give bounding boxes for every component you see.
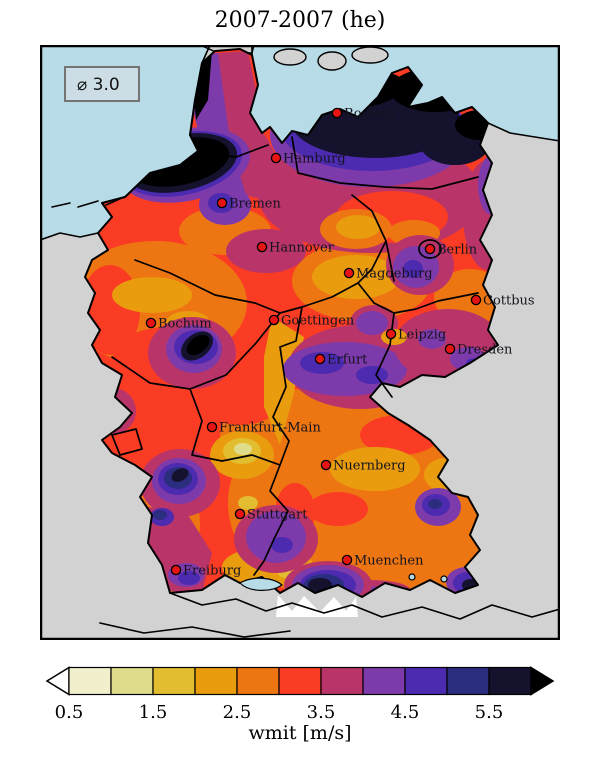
- city-label: Stuttgart: [247, 508, 308, 523]
- lake-constance: [239, 577, 283, 591]
- colorbar-segment: [194, 666, 238, 696]
- city-marker-hamburg: [270, 152, 282, 164]
- city-label: Hannover: [269, 241, 335, 256]
- city-marker-freiburg: [170, 564, 182, 576]
- colorbar-panel: 0.5 1.5 2.5 3.5 4.5 5.5: [44, 666, 556, 726]
- city-label: Frankfurt-Main: [219, 421, 321, 436]
- coastlines: [39, 44, 561, 241]
- colorbar-tick-label: 4.5: [391, 702, 420, 723]
- city-marker-cottbus: [470, 294, 482, 306]
- colorbar-over-arrow: [530, 666, 555, 696]
- colorbar-segment: [362, 666, 406, 696]
- city-marker-rostock: [331, 107, 343, 119]
- mean-badge-value: ⌀ 3.0: [77, 75, 120, 95]
- colorbar-tick-label: 5.5: [475, 702, 504, 723]
- cities-layer: Rostock Hamburg Bremen Hannover Berlin Magdeb…: [145, 107, 535, 579]
- city-label: Dresden: [457, 343, 513, 358]
- city-label: Muenchen: [354, 554, 424, 569]
- mean-badge-box: [64, 66, 140, 102]
- colorbar-tick-label: 1.5: [139, 702, 168, 723]
- colorbar: 0.5 1.5 2.5 3.5 4.5 5.5: [45, 666, 555, 723]
- mean-badge: ⌀ 3.0: [64, 66, 140, 102]
- germany-wind-map: Rostock Hamburg Bremen Hannover Berlin Magdeb…: [39, 44, 561, 641]
- city-marker-goettingen: [268, 314, 280, 326]
- city-marker-frankfurt-main: [206, 421, 218, 433]
- data-edge-notch: [276, 595, 358, 617]
- city-marker-dresden: [444, 343, 456, 355]
- city-marker-muenchen: [341, 554, 353, 566]
- city-label: Bremen: [229, 197, 281, 212]
- colorbar-segment: [236, 666, 280, 696]
- city-label: Hamburg: [283, 152, 346, 167]
- colorbar-segment: [404, 666, 448, 696]
- city-marker-magdeburg: [343, 267, 355, 279]
- colorbar-segment: [68, 666, 112, 696]
- city-marker-hannover: [256, 241, 268, 253]
- city-marker-bremen: [216, 197, 228, 209]
- map-panel: Rostock Hamburg Bremen Hannover Berlin Magdeb…: [39, 44, 561, 641]
- city-marker-erfurt: [314, 353, 326, 365]
- colorbar-segment: [278, 666, 322, 696]
- colorbar-segment: [488, 666, 532, 696]
- colorbar-segment: [110, 666, 154, 696]
- colorbar-label: wmit [m/s]: [248, 722, 352, 744]
- state-borders: [111, 136, 479, 576]
- city-marker-leipzig: [385, 328, 397, 340]
- city-label: Leipzig: [398, 328, 446, 343]
- colorbar-tick-label: 3.5: [307, 702, 336, 723]
- colorbar-tick-label: 0.5: [55, 702, 84, 723]
- colorbar-segment: [446, 666, 490, 696]
- city-label: Berlin: [437, 243, 478, 258]
- colorbar-segment: [320, 666, 364, 696]
- city-label: Magdeburg: [356, 267, 433, 282]
- city-label: Freiburg: [183, 564, 241, 579]
- city-label: Cottbus: [483, 294, 535, 309]
- city-label: Rostock: [344, 107, 397, 122]
- city-marker-berlin: [424, 243, 436, 255]
- city-marker-nuernberg: [320, 459, 332, 471]
- plot-title: 2007-2007 (he): [214, 8, 386, 33]
- axes-frame: [39, 44, 561, 641]
- city-label: Bochum: [158, 317, 212, 332]
- colorbar-segment: [152, 666, 196, 696]
- colorbar-tick-label: 2.5: [223, 702, 252, 723]
- city-label: Erfurt: [327, 353, 368, 368]
- colorbar-under-arrow: [45, 666, 70, 696]
- city-label: Nuernberg: [333, 459, 406, 474]
- city-label: Goettingen: [281, 314, 355, 329]
- city-marker-stuttgart: [234, 508, 246, 520]
- alpine-borders: [99, 573, 561, 638]
- city-marker-bochum: [145, 317, 157, 329]
